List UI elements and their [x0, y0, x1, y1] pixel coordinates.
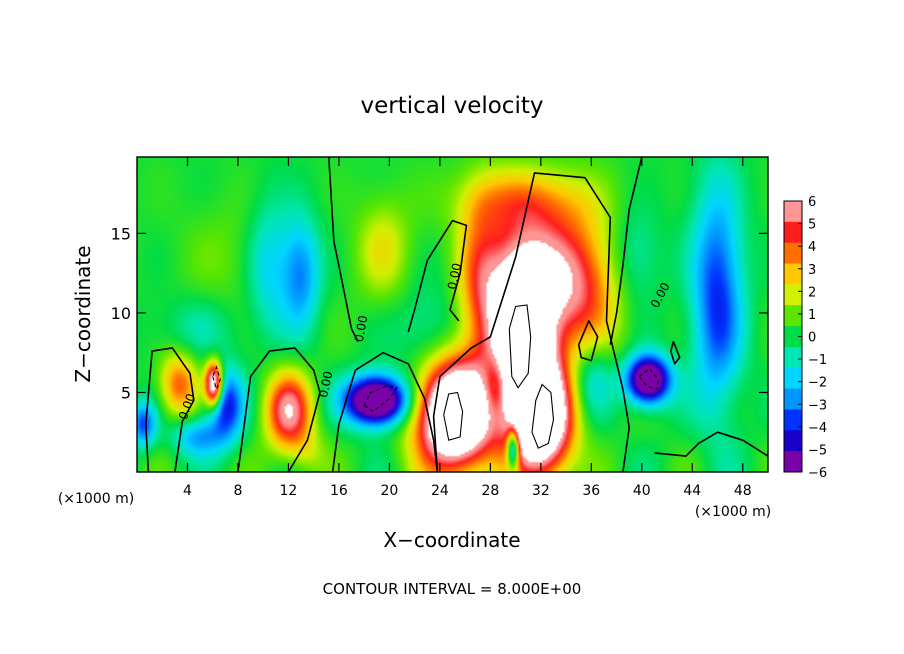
zero-contour-line	[432, 172, 631, 473]
y-axis-label: Z−coordinate	[71, 245, 95, 382]
colorbar-tick-label: −3	[808, 398, 827, 413]
colorbar-tick-label: −4	[808, 421, 827, 436]
colorbar-swatch	[784, 305, 802, 327]
positive-contour-line	[508, 304, 532, 389]
zero-contour-line	[145, 347, 195, 473]
colorbar-swatch	[784, 409, 802, 431]
x-tick-label: 12	[280, 483, 298, 499]
zero-contour-label: 0.00	[316, 370, 335, 399]
chart-title: vertical velocity	[361, 93, 544, 119]
x-tick-label: 16	[330, 483, 348, 499]
colorbar-tick-label: 1	[808, 308, 816, 323]
zero-contour-label: 0.00	[445, 262, 464, 291]
x-unit-label-left: (×1000 m)	[58, 491, 134, 507]
zero-contour-line	[577, 320, 599, 362]
positive-contour-line	[531, 383, 555, 449]
colorbar-swatch	[784, 201, 802, 223]
x-tick-label: 8	[233, 483, 242, 499]
plot-area: 0.000.000.000.000.00	[136, 156, 769, 473]
colorbar-tick-label: 5	[808, 218, 816, 233]
colorbar-swatch	[784, 388, 802, 410]
colorbar-tick-label: −5	[808, 443, 827, 458]
colorbar-swatch	[784, 430, 802, 452]
contour-interval-footer: CONTOUR INTERVAL = 8.000E+00	[323, 580, 582, 598]
negative-contour-line	[638, 367, 659, 391]
colorbar-swatch	[784, 263, 802, 285]
negative-contour-line	[363, 385, 398, 413]
zero-contour-line	[609, 156, 643, 345]
colorbar-swatch	[784, 367, 802, 390]
y-tick-label: 5	[121, 383, 131, 402]
colorbar-tick-label: 2	[808, 285, 816, 300]
x-tick-label: 24	[431, 483, 449, 499]
zero-contour-line	[328, 156, 359, 342]
colorbar-swatch	[784, 284, 802, 306]
x-tick-label: 32	[532, 483, 550, 499]
negative-contour-line	[212, 365, 221, 391]
colorbar: 6 5 4 3 2 1 0 −1 −2 −3 −4 −5 −6	[783, 195, 827, 481]
y-tick-label: 15	[111, 224, 131, 243]
x-axis: 4 8 12 16 20 24 28 32 36 40 44 48	[183, 157, 752, 499]
colorbar-swatch	[784, 242, 802, 265]
zero-contour-line	[669, 341, 681, 365]
y-axis: 5 10 15	[111, 224, 768, 402]
colorbar-tick-label: 3	[808, 263, 816, 278]
colorbar-swatch	[784, 221, 802, 244]
x-tick-label: 4	[183, 483, 192, 499]
colorbar-tick-label: −6	[808, 466, 827, 481]
zero-contour-line	[331, 351, 439, 473]
plot-frame	[136, 156, 769, 473]
x-tick-label: 44	[683, 483, 701, 499]
colorbar-tick-label: −2	[808, 376, 827, 391]
zero-contour-line	[407, 219, 468, 333]
heatmap-field	[137, 157, 768, 472]
positive-contour-line	[443, 391, 464, 441]
x-tick-label: 40	[633, 483, 651, 499]
colorbar-swatch	[784, 346, 802, 369]
x-axis-label: X−coordinate	[383, 528, 520, 552]
contour-layer	[145, 156, 769, 473]
x-tick-label: 20	[380, 483, 398, 499]
colorbar-tick-label: 0	[808, 331, 816, 346]
colorbar-tick-label: −1	[808, 353, 827, 368]
x-tick-label: 36	[582, 483, 600, 499]
zero-contour-line	[237, 347, 321, 473]
zero-contour-line	[654, 431, 769, 457]
x-unit-label-right: (×1000 m)	[695, 504, 771, 520]
x-tick-label: 48	[734, 483, 752, 499]
colorbar-tick-label: 4	[808, 240, 816, 255]
zero-contour-label: 0.00	[352, 314, 370, 343]
x-tick-label: 28	[481, 483, 499, 499]
colorbar-swatch	[784, 326, 802, 348]
y-tick-label: 10	[111, 304, 131, 323]
colorbar-tick-label: 6	[808, 195, 816, 210]
colorbar-swatch	[784, 451, 802, 473]
